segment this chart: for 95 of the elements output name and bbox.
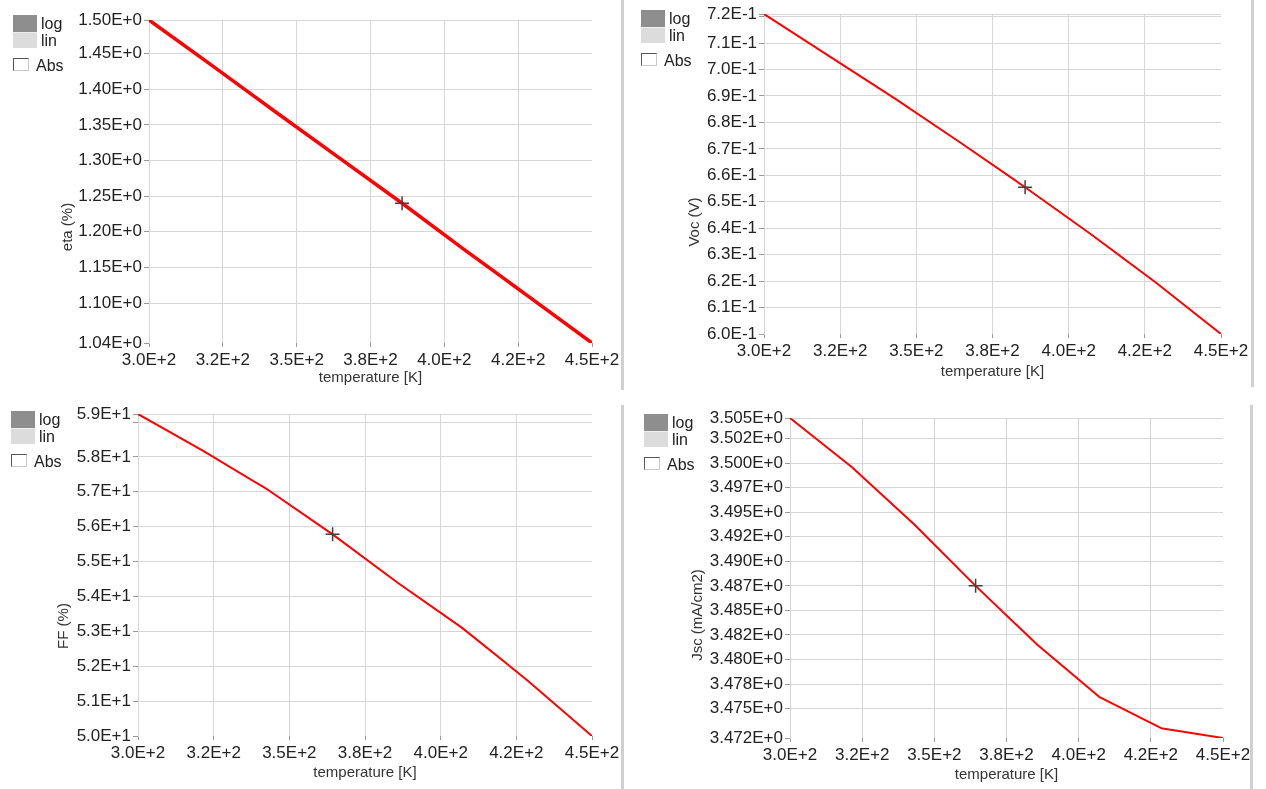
x-tick-label: 4.5E+2 (1193, 340, 1249, 360)
y-tick-label: 3.500E+0 (709, 452, 783, 472)
y-tick-label: 3.492E+0 (709, 526, 783, 546)
text: lin (672, 431, 689, 448)
y-axis-title: Jsc (mA/cm2) (688, 569, 706, 661)
y-tick-label: 1.45E+0 (78, 43, 142, 63)
x-tick-label: 4.2E+2 (1123, 744, 1179, 764)
y-tick-label: 5.3E+1 (76, 621, 131, 641)
y-tick-label: 1.20E+0 (78, 221, 142, 241)
y-axis-title: eta (%) (58, 202, 76, 252)
y-tick-label: 6.9E-1 (706, 85, 757, 105)
x-tick-label: 3.0E+2 (736, 340, 792, 360)
y-tick-label: 6.6E-1 (706, 165, 757, 185)
x-tick-label: 4.2E+2 (490, 349, 546, 369)
x-tick-label: 3.8E+2 (343, 349, 398, 369)
y-tick-label: 1.50E+0 (78, 9, 142, 29)
y-tick-label: 5.8E+1 (76, 446, 131, 466)
y-tick-label: 3.502E+0 (709, 428, 783, 448)
x-axis-title: temperature [K] (954, 765, 1059, 783)
y-tick-label: 7.1E-1 (706, 32, 757, 52)
x-tick-label: 3.5E+2 (889, 340, 944, 360)
x-axis-title: temperature [K] (313, 763, 417, 781)
y-tick-label: 6.4E-1 (706, 217, 757, 237)
x-axis-title: temperature [K] (318, 368, 423, 386)
text: lin (669, 27, 686, 44)
text: Abs (664, 52, 692, 69)
x-tick-label: 3.8E+2 (979, 744, 1034, 764)
x-tick-label: 4.0E+2 (417, 349, 472, 369)
text: log (669, 10, 691, 27)
y-tick-label: 3.472E+0 (709, 727, 783, 747)
y-tick-label: 3.482E+0 (709, 624, 783, 644)
y-tick-label: 3.495E+0 (709, 501, 783, 521)
y-tick-label: 3.475E+0 (709, 698, 783, 718)
y-tick-label: 6.5E-1 (706, 191, 757, 211)
x-tick-label: 3.2E+2 (812, 340, 868, 360)
y-tick-label: 1.30E+0 (78, 150, 142, 170)
y-tick-label: 1.40E+0 (78, 78, 142, 98)
y-tick-label: 7.0E-1 (706, 59, 757, 79)
y-tick-label: 6.0E-1 (706, 323, 757, 343)
x-tick-label: 3.0E+2 (121, 349, 177, 369)
x-tick-label: 4.5E+2 (1195, 744, 1251, 764)
text: log (672, 414, 694, 431)
y-tick-label: 6.2E-1 (706, 270, 757, 290)
y-axis-title: FF (%) (54, 603, 72, 649)
y-tick-label: 5.5E+1 (76, 551, 131, 571)
text: Abs (36, 57, 64, 74)
y-tick-label: 1.25E+0 (78, 185, 142, 205)
x-tick-label: 4.2E+2 (489, 742, 544, 762)
y-tick-label: 3.505E+0 (709, 407, 783, 427)
x-tick-label: 3.2E+2 (186, 742, 241, 762)
x-tick-label: 3.8E+2 (337, 742, 393, 762)
text: log (39, 411, 61, 428)
y-tick-label: 3.478E+0 (709, 673, 783, 693)
x-tick-label: 4.2E+2 (1117, 340, 1173, 360)
y-tick-label: 1.15E+0 (78, 257, 142, 277)
y-tick-label: 5.2E+1 (76, 655, 131, 675)
y-tick-label: 5.1E+1 (76, 690, 131, 710)
x-tick-label: 4.5E+2 (564, 349, 620, 369)
x-tick-label: 4.0E+2 (1051, 744, 1106, 764)
x-tick-label: 3.5E+2 (262, 742, 317, 762)
y-tick-label: 5.4E+1 (76, 586, 131, 606)
x-tick-label: 3.2E+2 (195, 349, 251, 369)
x-tick-label: 3.0E+2 (110, 742, 166, 762)
x-tick-label: 3.8E+2 (965, 340, 1020, 360)
y-tick-label: 3.497E+0 (709, 477, 783, 497)
y-tick-label: 1.10E+0 (78, 292, 142, 312)
y-tick-label: 3.485E+0 (709, 600, 783, 620)
x-tick-label: 3.2E+2 (834, 744, 890, 764)
x-axis-title: temperature [K] (940, 362, 1045, 380)
x-tick-label: 4.0E+2 (413, 742, 468, 762)
y-tick-label: 6.8E-1 (706, 112, 757, 132)
text: lin (39, 428, 56, 445)
y-tick-label: 3.480E+0 (709, 649, 783, 669)
y-tick-label: 5.6E+1 (76, 516, 131, 536)
y-tick-label: 3.487E+0 (709, 575, 783, 595)
y-tick-label: 6.3E-1 (706, 244, 757, 264)
y-tick-label: 5.9E+1 (76, 403, 131, 423)
text: log (41, 15, 63, 32)
y-tick-label: 6.1E-1 (706, 297, 757, 317)
x-tick-label: 3.0E+2 (762, 744, 818, 764)
y-tick-label: 5.7E+1 (76, 481, 131, 501)
text: Abs (34, 453, 62, 470)
text: lin (41, 32, 58, 49)
y-tick-label: 5.0E+1 (76, 725, 131, 745)
x-tick-label: 3.5E+2 (907, 744, 962, 764)
y-tick-label: 6.7E-1 (706, 138, 757, 158)
x-tick-label: 4.0E+2 (1041, 340, 1096, 360)
x-tick-label: 3.5E+2 (269, 349, 324, 369)
y-axis-title: Voc (V) (685, 197, 703, 247)
y-tick-label: 7.2E-1 (706, 3, 757, 23)
text: Abs (667, 456, 695, 473)
y-tick-label: 1.04E+0 (78, 332, 142, 352)
y-tick-label: 1.35E+0 (78, 114, 142, 134)
x-tick-label: 4.5E+2 (564, 742, 620, 762)
y-tick-label: 3.490E+0 (709, 551, 783, 570)
